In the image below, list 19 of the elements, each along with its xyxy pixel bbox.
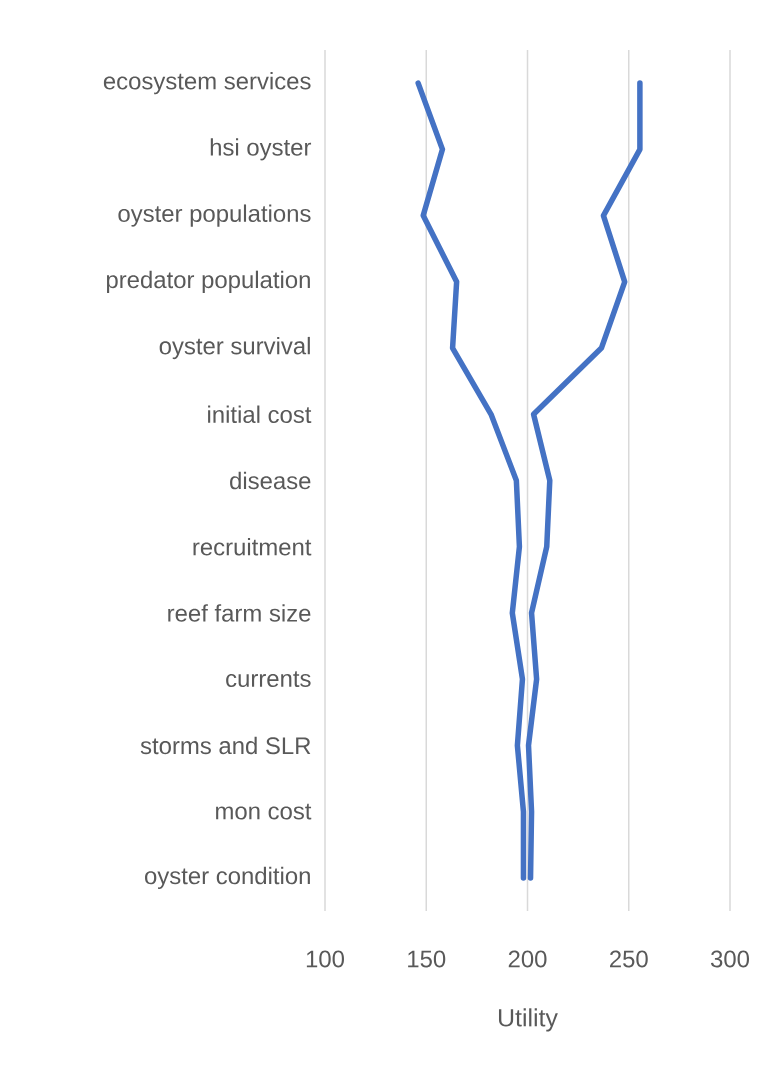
y-tick-label: ecosystem services [103,71,311,95]
y-tick-label: initial cost [208,405,312,424]
y-tick-label: mon cost [216,803,312,820]
x-tick-label: 200 [508,950,547,968]
y-tick-label: disease [230,471,311,490]
y-tick-label: storms and SLR [140,736,311,755]
x-axis-title: Utility [498,1008,558,1032]
x-tick-label: 250 [610,950,648,968]
y-tick-label: oyster populations [118,204,311,227]
x-tick-label: 150 [408,950,446,968]
y-tick-label: currents [226,671,311,688]
x-tick-label: 100 [306,950,344,968]
x-tick-label: 300 [710,950,750,968]
y-tick-label: reef farm size [168,604,311,622]
y-tick-label: hsi oyster [210,138,312,161]
y-tick-label: predator population [106,270,310,293]
y-tick-label: recruitment [193,537,312,556]
y-tick-label: oyster survival [159,336,310,360]
y-tick-label: oyster condition [145,866,310,890]
